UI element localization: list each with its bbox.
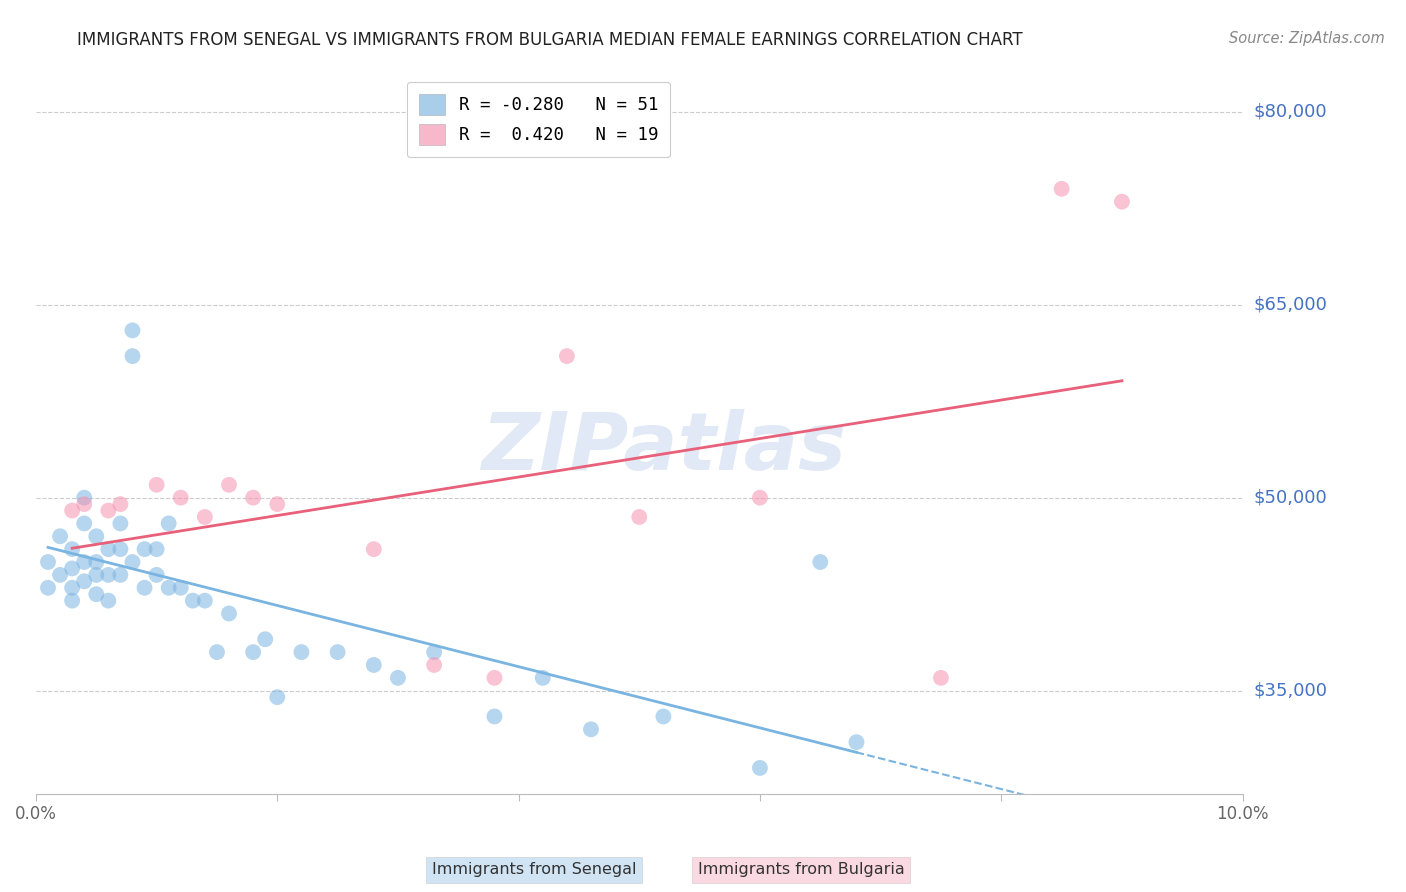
Point (579, 723, 602, 737)
Point (423, 645, 446, 659)
Point (97, 542, 120, 557)
Point (242, 491, 264, 505)
Point (531, 671, 554, 685)
Point (845, 735, 868, 749)
Point (84, 529, 107, 543)
Point (73, 516, 96, 531)
Point (110, 497, 132, 511)
Point (84, 567, 107, 582)
Point (326, 645, 349, 659)
Text: Immigrants from Bulgaria: Immigrants from Bulgaria (697, 863, 905, 877)
Point (110, 542, 132, 557)
Point (363, 657, 385, 672)
Text: $50,000: $50,000 (1254, 489, 1327, 507)
Point (194, 593, 217, 607)
Point (97, 567, 120, 582)
Point (134, 581, 156, 595)
Point (484, 671, 506, 685)
Point (110, 516, 132, 531)
Point (97, 593, 120, 607)
Point (181, 593, 204, 607)
Text: $80,000: $80,000 (1254, 103, 1327, 120)
Point (60, 581, 83, 595)
Point (84, 587, 107, 601)
Point (49, 567, 72, 582)
Point (205, 645, 228, 659)
Point (60, 561, 83, 575)
Point (60, 503, 83, 517)
Point (266, 497, 288, 511)
Point (387, 671, 409, 685)
Point (134, 542, 156, 557)
Point (363, 542, 385, 557)
Point (194, 510, 217, 524)
Point (60, 593, 83, 607)
Point (121, 323, 143, 337)
Point (808, 555, 831, 569)
Point (73, 497, 96, 511)
Point (73, 555, 96, 569)
Point (145, 542, 167, 557)
Point (84, 555, 107, 569)
Point (929, 671, 952, 685)
Point (121, 349, 143, 363)
Point (170, 491, 193, 505)
Point (121, 555, 143, 569)
Point (37, 581, 59, 595)
Point (37, 555, 59, 569)
Point (484, 709, 506, 723)
Point (110, 567, 132, 582)
Point (254, 632, 277, 647)
Point (218, 607, 240, 621)
Text: Source: ZipAtlas.com: Source: ZipAtlas.com (1229, 31, 1385, 46)
Point (60, 542, 83, 557)
Point (49, 529, 72, 543)
Point (290, 645, 312, 659)
Point (145, 567, 167, 582)
Point (628, 510, 651, 524)
Point (266, 690, 288, 705)
Text: IMMIGRANTS FROM SENEGAL VS IMMIGRANTS FROM BULGARIA MEDIAN FEMALE EARNINGS CORRE: IMMIGRANTS FROM SENEGAL VS IMMIGRANTS FR… (77, 31, 1024, 49)
Point (170, 581, 193, 595)
Point (749, 761, 772, 775)
Text: $35,000: $35,000 (1254, 681, 1327, 699)
Text: Immigrants from Senegal: Immigrants from Senegal (432, 863, 637, 877)
Point (1050, 182, 1073, 196)
Point (73, 491, 96, 505)
Point (218, 478, 240, 492)
Text: $65,000: $65,000 (1254, 295, 1327, 314)
Point (242, 645, 264, 659)
Point (157, 516, 180, 531)
Legend: R = -0.280   N = 51, R =  0.420   N = 19: R = -0.280 N = 51, R = 0.420 N = 19 (406, 82, 671, 157)
Point (749, 491, 772, 505)
Point (73, 574, 96, 589)
Point (157, 581, 180, 595)
Point (423, 657, 446, 672)
Text: ZIPatlas: ZIPatlas (481, 409, 846, 487)
Point (1111, 194, 1133, 209)
Point (555, 349, 578, 363)
Point (97, 503, 120, 517)
Point (652, 709, 675, 723)
Point (145, 478, 167, 492)
